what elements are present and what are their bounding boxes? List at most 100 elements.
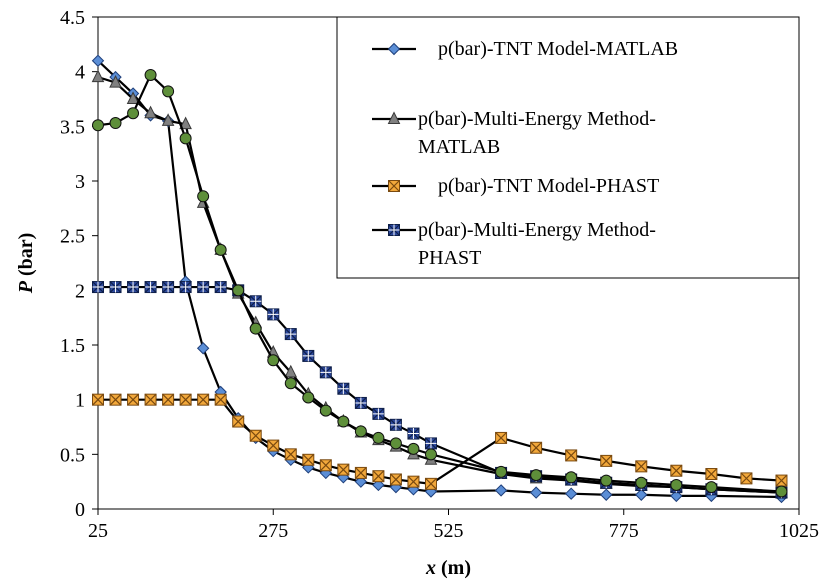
marker-star-lines bbox=[250, 295, 262, 307]
marker-star-lines bbox=[372, 408, 384, 420]
series-group bbox=[91, 54, 788, 504]
data-point bbox=[372, 470, 385, 483]
legend-label: p(bar)-TNT Model-PHAST bbox=[438, 175, 659, 197]
data-point bbox=[337, 382, 350, 395]
data-point bbox=[530, 469, 543, 482]
data-point bbox=[127, 393, 140, 406]
y-tick-label: 1 bbox=[75, 390, 85, 412]
data-point bbox=[92, 281, 104, 294]
x-axis-unit: (m) bbox=[436, 557, 471, 579]
data-point bbox=[635, 460, 648, 473]
y-axis-variable: P bbox=[15, 280, 37, 294]
y-tick-label: 4.5 bbox=[60, 7, 85, 29]
data-point bbox=[495, 431, 508, 444]
marker-cross bbox=[565, 449, 578, 462]
data-point bbox=[407, 427, 420, 440]
data-point bbox=[424, 477, 437, 490]
legend-swatch-marker bbox=[388, 224, 400, 236]
marker-cross bbox=[390, 473, 402, 486]
legend-item: p(bar)-Multi-Energy Method- MATLAB bbox=[372, 108, 656, 158]
data-point bbox=[319, 404, 332, 417]
data-point bbox=[92, 119, 104, 132]
series-line bbox=[97, 59, 782, 499]
marker-star-lines bbox=[127, 281, 139, 293]
marker-cross bbox=[407, 475, 420, 488]
y-tick-label: 0 bbox=[75, 499, 85, 521]
y-tick-label: 3 bbox=[75, 171, 85, 193]
marker-star-lines bbox=[110, 281, 122, 293]
data-point bbox=[565, 449, 578, 462]
data-point bbox=[372, 431, 385, 444]
data-point bbox=[775, 485, 788, 498]
data-point bbox=[249, 429, 262, 442]
legend-box bbox=[336, 16, 800, 279]
data-point bbox=[197, 393, 210, 406]
x-tick-label: 525 bbox=[434, 520, 464, 542]
data-point bbox=[389, 473, 402, 486]
marker-cross bbox=[144, 393, 157, 406]
data-point bbox=[407, 442, 420, 455]
marker-cross bbox=[249, 429, 262, 442]
data-point bbox=[144, 68, 157, 81]
data-point bbox=[214, 393, 227, 406]
data-point bbox=[109, 393, 122, 406]
marker-cross bbox=[232, 415, 245, 428]
marker-cross bbox=[337, 463, 350, 476]
data-point bbox=[179, 281, 192, 294]
data-point bbox=[354, 466, 367, 479]
data-point bbox=[495, 465, 508, 478]
data-point bbox=[635, 476, 648, 489]
data-point bbox=[92, 393, 104, 406]
marker-star-lines bbox=[425, 437, 437, 449]
x-tick-label: 775 bbox=[609, 520, 639, 542]
data-point bbox=[126, 91, 140, 104]
marker-star-lines bbox=[180, 281, 192, 293]
data-point bbox=[337, 463, 350, 476]
marker-cross bbox=[425, 477, 437, 490]
marker-cross bbox=[372, 470, 385, 483]
data-point bbox=[705, 481, 718, 494]
legend-label: p(bar)-Multi-Energy Method- bbox=[418, 219, 656, 241]
data-point bbox=[144, 281, 157, 294]
data-point bbox=[179, 132, 192, 145]
marker-cross bbox=[109, 393, 122, 406]
data-point bbox=[529, 486, 543, 499]
marker-cross bbox=[267, 439, 280, 452]
data-point bbox=[109, 74, 122, 88]
marker-star-lines bbox=[390, 419, 402, 431]
data-point bbox=[354, 425, 367, 438]
marker-cross bbox=[179, 393, 192, 406]
data-point bbox=[249, 295, 262, 308]
legend-swatch-marker bbox=[387, 42, 401, 56]
y-axis-unit: (bar) bbox=[15, 233, 37, 281]
data-point bbox=[564, 487, 578, 500]
data-point bbox=[635, 488, 648, 501]
data-point bbox=[109, 281, 122, 294]
data-point bbox=[494, 484, 508, 497]
y-tick-label: 3.5 bbox=[60, 116, 85, 138]
data-point bbox=[197, 190, 210, 203]
marker-star-lines bbox=[302, 350, 314, 362]
marker-cross bbox=[354, 466, 367, 479]
data-point bbox=[144, 105, 157, 119]
series-4 bbox=[92, 68, 788, 498]
y-tick-label: 4 bbox=[75, 62, 85, 84]
data-point bbox=[162, 281, 175, 294]
legend-label: p(bar)-TNT Model-MATLAB bbox=[438, 38, 678, 60]
marker-cross bbox=[302, 453, 315, 466]
marker-star-lines bbox=[355, 397, 367, 409]
marker-cross bbox=[705, 468, 718, 480]
marker-cross bbox=[670, 464, 683, 477]
y-axis-title: P (bar) bbox=[15, 233, 37, 295]
data-point bbox=[354, 396, 367, 409]
data-point bbox=[127, 281, 140, 294]
legend-item: p(bar)-TNT Model-PHAST bbox=[372, 175, 659, 197]
data-point bbox=[196, 342, 210, 355]
marker-cross bbox=[214, 393, 227, 406]
series-line bbox=[98, 285, 782, 494]
data-point bbox=[162, 85, 175, 98]
data-point bbox=[705, 468, 718, 481]
data-point bbox=[302, 349, 315, 362]
data-point bbox=[214, 243, 227, 256]
